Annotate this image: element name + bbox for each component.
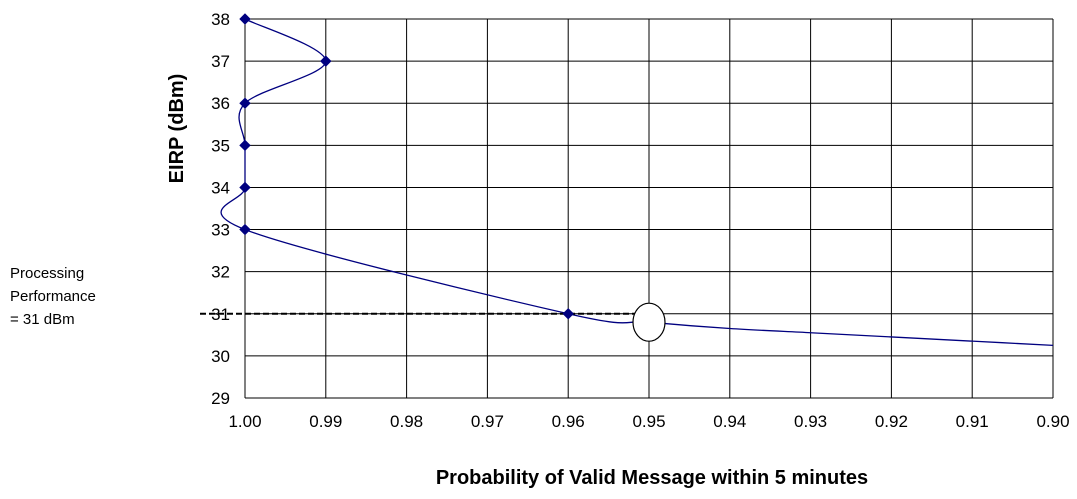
x-tick-label: 0.92 [875, 412, 908, 431]
y-axis-title: EIRP (dBm) [166, 74, 188, 184]
x-tick-label: 0.98 [390, 412, 423, 431]
data-point-marker [239, 181, 251, 194]
y-tick-label: 37 [211, 52, 230, 71]
x-tick-label: 0.97 [471, 412, 504, 431]
processing-performance-annotation: Processing Performance = 31 dBm [10, 262, 150, 331]
x-axis-title: Probability of Valid Message within 5 mi… [436, 467, 868, 489]
y-tick-label: 30 [211, 347, 230, 366]
y-tick-label: 36 [211, 94, 230, 113]
annotation-line-1: Processing [10, 265, 85, 282]
x-tick-label: 0.99 [309, 412, 342, 431]
y-tick-label: 34 [211, 178, 230, 197]
data-point-marker [239, 139, 251, 152]
x-tick-label: 0.93 [794, 412, 827, 431]
data-point-marker [320, 55, 332, 67]
series-curve [220, 18, 1054, 347]
annotation-line-3: = 31 dBm [10, 311, 75, 328]
data-point-marker [239, 13, 251, 25]
x-tick-label: 0.96 [552, 412, 585, 431]
y-tick-label: 33 [211, 221, 230, 240]
data-point-marker [239, 223, 251, 236]
x-tick-label: 0.90 [1036, 412, 1069, 431]
annotation-line-2: Performance [10, 288, 96, 305]
data-point-marker [562, 308, 574, 320]
highlight-ellipse-marker [632, 302, 666, 342]
x-tick-label: 0.95 [632, 412, 665, 431]
y-tick-label: 29 [211, 389, 230, 408]
data-point-marker [239, 97, 251, 109]
data-point-markers [239, 13, 574, 320]
x-tick-labels: 1.00 0.99 0.98 0.97 0.96 0.95 0.94 0.93 0.92 0.91… [228, 412, 1069, 431]
y-tick-label: 38 [211, 10, 230, 29]
y-tick-label: 35 [211, 136, 230, 155]
x-tick-label: 1.00 [228, 412, 261, 431]
x-tick-label: 0.94 [713, 412, 746, 431]
y-tick-label: 32 [211, 263, 230, 282]
x-tick-label: 0.91 [956, 412, 989, 431]
